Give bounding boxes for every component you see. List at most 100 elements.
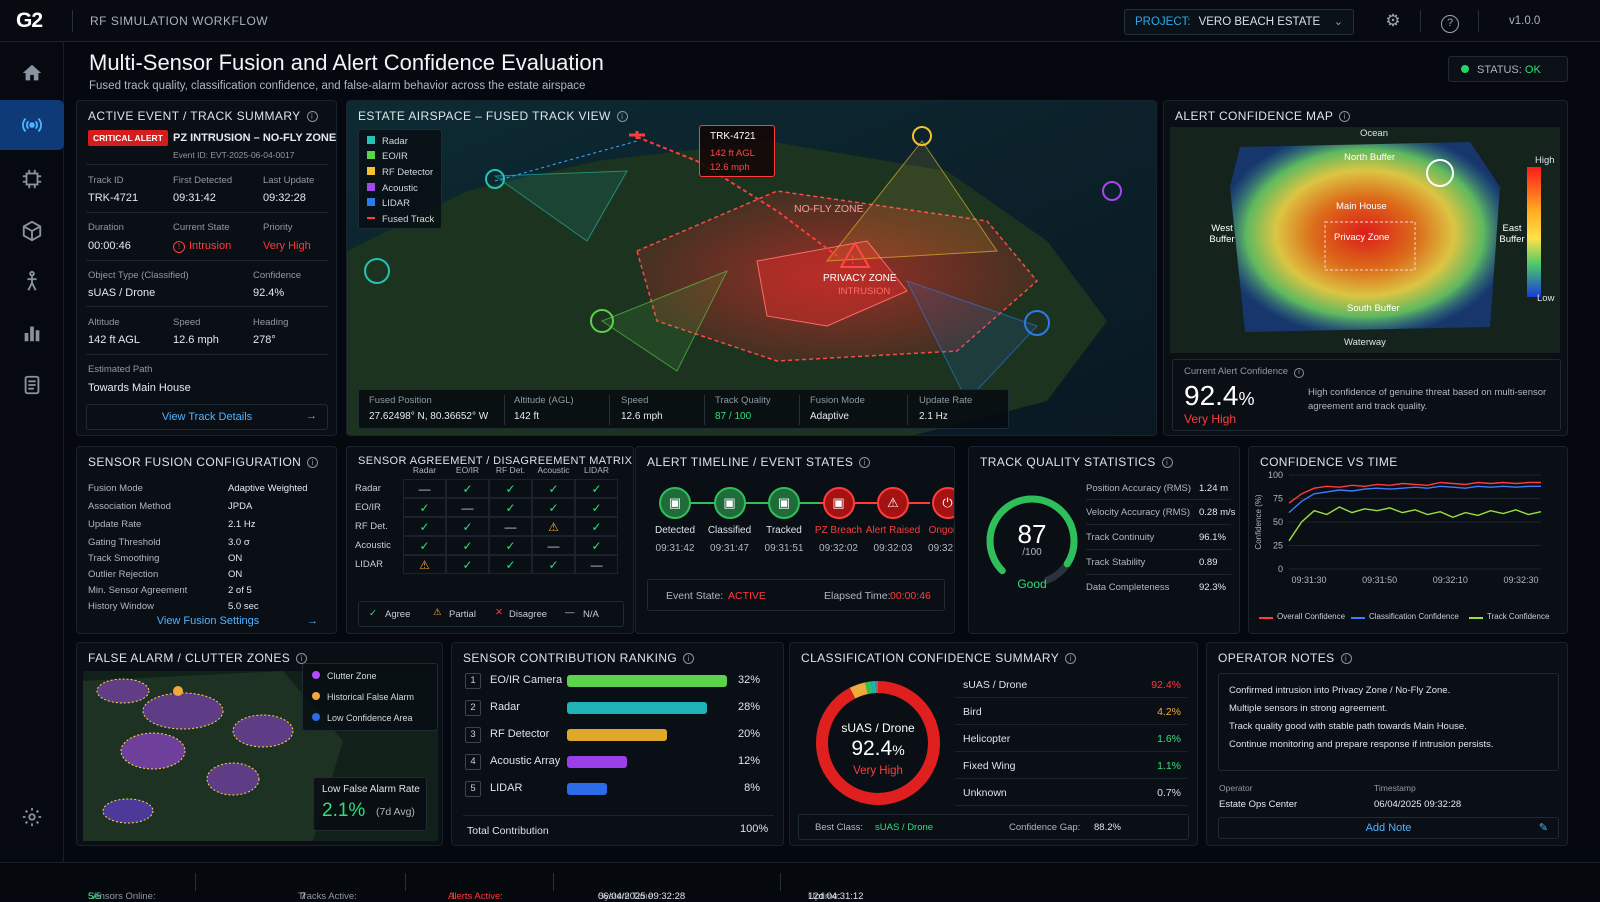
chip-icon[interactable] — [0, 154, 64, 204]
matrix-cell-agree-icon: ✓ — [575, 517, 618, 536]
false-alarm-rate-label: Low False Alarm Rate — [322, 784, 420, 795]
west-buffer-label: West Buffer — [1209, 223, 1235, 245]
drone-marker-icon[interactable] — [1426, 159, 1454, 187]
donut-slice[interactable] — [816, 681, 940, 805]
info-icon[interactable]: i — [307, 457, 319, 468]
tracked-icon[interactable]: ▣ — [768, 487, 800, 519]
view-track-details-button[interactable]: View Track Details → — [86, 404, 328, 430]
pz-breach-icon[interactable]: ▣ — [822, 487, 855, 519]
person-icon[interactable] — [0, 256, 64, 306]
radar-link — [494, 140, 638, 182]
timeline-line-alert — [820, 502, 930, 504]
info-icon[interactable]: i — [1065, 653, 1077, 664]
info-icon[interactable]: i — [1161, 457, 1173, 468]
series-line[interactable] — [1288, 481, 1541, 504]
lidar-sensor-icon[interactable] — [1024, 310, 1050, 336]
legend-item-historical: Historical False Alarm — [312, 692, 414, 702]
current-confidence-level: Very High — [1184, 412, 1237, 426]
legend-swatch — [367, 151, 375, 159]
config-key: Outlier Rejection — [88, 569, 159, 580]
info-icon[interactable]: i — [616, 111, 628, 122]
tracks-active: Tracks Active: 7 — [298, 877, 357, 902]
cube-icon[interactable] — [0, 206, 64, 256]
confidence-line-chart[interactable]: 100 75 50 25 0 09:31:30 09:31:50 09:32:10 09:32:… — [1249, 469, 1568, 609]
add-note-button[interactable]: Add Note ✎ — [1218, 817, 1559, 839]
quality-stat-label: Data Completeness — [1086, 582, 1170, 593]
info-icon[interactable]: i — [683, 653, 695, 664]
drone-icon[interactable] — [629, 131, 645, 139]
info-icon[interactable]: i — [296, 653, 308, 664]
quality-grade: Good — [1017, 577, 1047, 591]
classified-icon[interactable]: ▣ — [713, 487, 746, 519]
note-line: Multiple sensors in strong agreement. — [1229, 703, 1388, 714]
alert-raised-icon[interactable]: ⚠ — [877, 487, 909, 519]
panel-title-text: CLASSIFICATION CONFIDENCE SUMMARY — [801, 651, 1060, 665]
priority-value: Very High — [263, 240, 311, 252]
note-line: Track quality good with stable path towa… — [1229, 721, 1467, 732]
y-tick-label: 0 — [1278, 564, 1283, 574]
document-icon[interactable] — [0, 360, 64, 410]
fusion-mode-label: Fusion Mode — [810, 395, 865, 406]
project-selector[interactable]: PROJECT: VERO BEACH ESTATE ⌄ — [1124, 9, 1354, 35]
x-tick-label: 09:31:30 — [1291, 575, 1326, 585]
gear-icon[interactable]: ⚙ — [1385, 11, 1401, 30]
info-icon[interactable]: i — [1340, 653, 1352, 664]
view-fusion-settings-button[interactable]: View Fusion Settings → — [88, 615, 328, 631]
track-callout[interactable]: TRK-4721 142 ft AGL 12.6 mph — [699, 125, 775, 177]
legend-label: Radar — [382, 136, 408, 147]
config-key: Update Rate — [88, 519, 142, 530]
divider — [86, 354, 328, 355]
view-track-details-label: View Track Details — [161, 411, 253, 423]
matrix-col-header: RF Det. — [495, 465, 526, 475]
info-icon[interactable]: i — [1294, 368, 1305, 378]
info-icon[interactable]: i — [859, 457, 871, 468]
y-axis-label: Confidence (%) — [1254, 494, 1263, 549]
home-icon[interactable] — [0, 48, 64, 98]
alerts-active: Alerts Active: 1 — [448, 877, 503, 902]
divider — [504, 395, 505, 425]
rank-percent: 32% — [737, 674, 760, 686]
acoustic-sensor-icon[interactable] — [1102, 181, 1122, 201]
info-icon[interactable]: i — [1339, 111, 1351, 122]
ongoing-icon[interactable]: ⏻ — [931, 487, 954, 519]
antenna-icon[interactable] — [0, 100, 64, 150]
divider — [405, 873, 406, 891]
heatmap[interactable] — [1170, 127, 1560, 353]
app-logo[interactable]: G2 — [16, 9, 43, 32]
bar-chart-icon[interactable] — [0, 308, 64, 358]
detected-icon[interactable]: ▣ — [659, 487, 691, 519]
tracks-active-value: 7 — [300, 891, 306, 902]
radar-sensor-icon[interactable] — [485, 169, 505, 189]
series-line[interactable] — [1288, 506, 1542, 542]
legend-swatch — [312, 671, 320, 679]
radar-sensor-icon[interactable] — [364, 258, 390, 284]
project-label: PROJECT: — [1135, 16, 1191, 28]
operator-value: Estate Ops Center — [1219, 799, 1298, 810]
divider — [1420, 10, 1421, 32]
classification-value: 0.7% — [1157, 787, 1181, 799]
alert-circle-icon: ! — [173, 241, 185, 253]
system-time-value: 06/04/2025 09:32:28 — [598, 891, 686, 902]
priority-label: Priority — [263, 222, 293, 233]
config-value: 2 of 5 — [228, 585, 252, 596]
divider — [1086, 549, 1231, 550]
rank-percent: 8% — [744, 782, 760, 794]
rf-detector-icon[interactable] — [912, 126, 932, 146]
uptime-label: Uptime: — [808, 891, 841, 902]
check-icon: ✓ — [369, 608, 377, 619]
series-line[interactable] — [1288, 485, 1541, 514]
legend-item-fused-track: Fused Track — [367, 214, 434, 225]
info-icon[interactable]: i — [306, 111, 318, 122]
view-fusion-settings-label: View Fusion Settings — [156, 615, 260, 627]
eo-ir-sensor-icon[interactable] — [590, 309, 614, 333]
settings-icon[interactable] — [0, 792, 64, 842]
object-type-label: Object Type (Classified) — [88, 270, 189, 281]
divider — [1086, 499, 1231, 500]
divider — [1086, 574, 1231, 575]
current-state-label: Current State — [173, 222, 230, 233]
notes-textarea[interactable]: Confirmed intrusion into Privacy Zone / … — [1218, 673, 1559, 771]
rank-sensor-name: Acoustic Array — [490, 755, 561, 767]
matrix-cell-na-icon: — — [403, 479, 446, 498]
help-icon[interactable]: ? — [1439, 10, 1461, 33]
classification-name: Helicopter — [963, 733, 1011, 745]
